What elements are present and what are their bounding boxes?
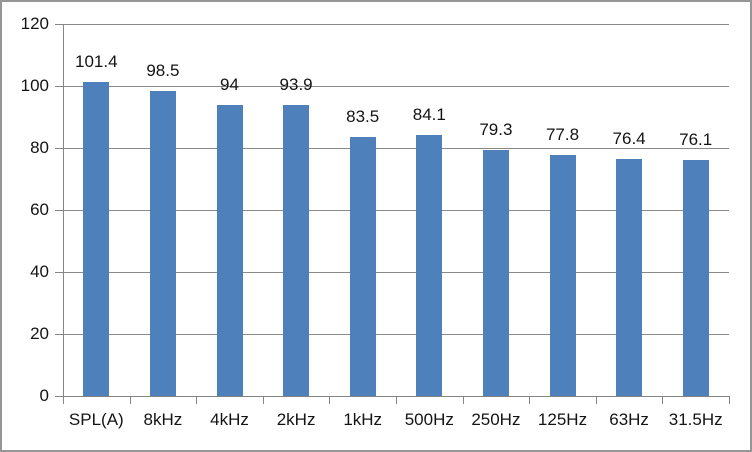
bar-value-label: 83.5 [346,107,380,127]
x-axis-tick [196,396,198,404]
y-axis-line [63,24,64,396]
bar-value-label: 84.1 [412,105,446,125]
x-axis-category-label: 8kHz [143,410,183,429]
x-axis-tick [462,396,464,404]
bar [83,81,110,396]
x-axis-tick [729,396,730,404]
x-axis-category-label: SPL(A) [68,410,124,429]
y-axis-tick [55,86,63,87]
bar-value-label: 93.9 [279,74,313,94]
bar [216,104,243,396]
y-axis-tick-label: 20 [30,324,49,343]
gridline [63,209,729,211]
x-axis-tick [129,396,131,404]
gridline [63,147,729,149]
x-axis-tick [329,396,331,404]
bar [482,150,509,396]
y-axis-tick-label: 60 [30,200,49,219]
bar [549,154,576,396]
bar-value-label: 101.4 [75,51,118,71]
y-axis-tick-label: 40 [30,262,49,281]
bar-value-label: 98.5 [146,60,180,80]
gridline [63,333,729,335]
x-axis-category-label: 500Hz [404,410,454,429]
bar [149,90,176,396]
bar-value-label: 94 [220,74,239,94]
bar [349,137,376,396]
bar-value-label: 76.4 [612,129,646,149]
x-axis-category-label: 4kHz [210,410,249,429]
x-axis-tick [396,396,397,404]
y-axis-tick-label: 0 [39,386,49,405]
x-axis-category-label: 125Hz [537,410,588,429]
x-axis-tick [662,396,664,404]
gridline [63,85,729,87]
x-axis-tick [63,396,64,404]
x-axis-category-label: 2kHz [276,410,316,429]
x-axis-category-label: 250Hz [471,410,521,429]
bar [416,135,443,396]
x-axis-category-label: 63Hz [609,410,649,429]
bar-value-label: 77.8 [545,124,580,144]
bar [682,160,709,396]
gridline [63,271,729,273]
y-axis-tick [55,396,63,397]
y-axis-tick-label: 120 [20,14,49,33]
y-axis-tick [55,24,63,25]
x-axis-tick [262,396,264,404]
y-axis-tick-label: 100 [20,76,49,95]
y-axis-tick [55,148,63,149]
gridline [63,23,729,25]
y-axis-tick [55,272,63,273]
y-axis-tick [55,210,63,211]
y-axis-tick [55,334,63,335]
bar-value-label: 79.3 [479,120,513,140]
x-axis-tick [529,396,531,404]
bar-value-label: 76.1 [679,130,713,150]
x-axis-category-label: 1kHz [343,410,383,429]
y-axis-tick-label: 80 [30,138,49,157]
bar [283,104,310,396]
bar [616,159,643,396]
x-axis-category-label: 31.5Hz [668,410,723,429]
x-axis-tick [595,396,597,404]
